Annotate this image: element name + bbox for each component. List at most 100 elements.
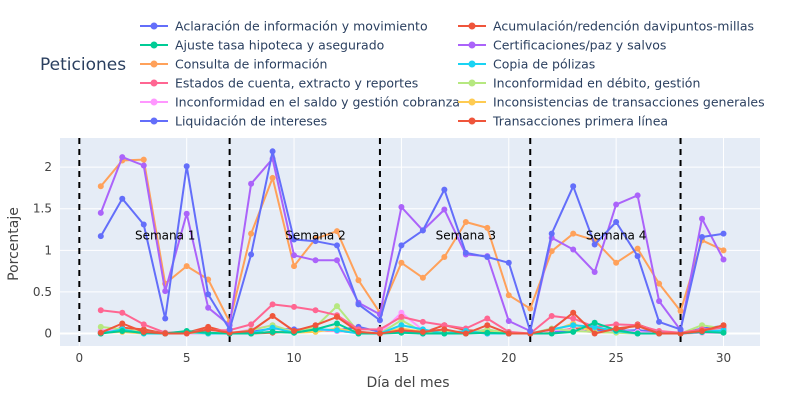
legend[interactable]: Aclaración de información y movimiento Ac…	[140, 19, 765, 129]
data-point	[269, 328, 276, 335]
data-point	[462, 219, 469, 226]
legend-swatch-marker	[468, 22, 476, 30]
legend-swatch-marker	[468, 41, 476, 49]
legend-swatch-marker	[468, 79, 476, 87]
data-point	[720, 247, 727, 254]
data-point	[333, 327, 340, 334]
data-point	[677, 308, 684, 315]
series-group	[97, 309, 727, 337]
legend-swatch-marker	[468, 117, 476, 125]
series-line	[99, 156, 725, 332]
y-tick-label: 1.5	[33, 202, 52, 216]
data-point	[699, 234, 706, 241]
x-tick-label: 15	[394, 351, 409, 365]
legend-item[interactable]: Transacciones primera línea	[458, 114, 668, 129]
data-point	[162, 288, 169, 295]
data-point	[248, 328, 255, 335]
legend-item[interactable]: Ajuste tasa hipoteca y asegurado	[140, 38, 384, 53]
data-point	[656, 330, 663, 337]
data-point	[548, 330, 555, 337]
data-point	[376, 326, 383, 333]
x-tick-label: 0	[76, 351, 84, 365]
legend-swatch-marker	[150, 79, 158, 87]
data-point	[570, 183, 577, 190]
data-point	[548, 248, 555, 255]
legend-label: Ajuste tasa hipoteca y asegurado	[175, 38, 384, 53]
chart-title: Peticiones	[40, 55, 126, 75]
data-point	[205, 291, 212, 298]
legend-label: Consulta de información	[175, 57, 327, 72]
x-tick-label: 20	[501, 351, 516, 365]
legend-item[interactable]: Aclaración de información y movimiento	[140, 19, 428, 34]
data-point	[398, 313, 405, 320]
data-point	[269, 148, 276, 155]
data-point	[570, 309, 577, 316]
data-point	[398, 327, 405, 334]
legend-item[interactable]: Certificaciones/paz y salvos	[458, 38, 666, 53]
data-point	[355, 328, 362, 335]
data-point	[570, 315, 577, 322]
data-point	[162, 330, 169, 337]
data-point	[119, 328, 126, 335]
x-tick-label: 5	[183, 351, 191, 365]
data-point	[699, 215, 706, 222]
data-point	[419, 274, 426, 281]
data-point	[441, 186, 448, 193]
data-point	[656, 298, 663, 305]
legend-label: Certificaciones/paz y salvos	[493, 38, 666, 53]
data-point	[634, 245, 641, 252]
data-point	[226, 326, 233, 333]
series-line	[100, 321, 724, 335]
data-point	[570, 246, 577, 253]
data-point	[613, 201, 620, 208]
data-point	[333, 320, 340, 327]
legend-item[interactable]: Estados de cuenta, extracto y reportes	[140, 76, 418, 91]
legend-item[interactable]: Inconformidad en el saldo y gestión cobr…	[140, 95, 460, 110]
data-point	[591, 319, 598, 326]
data-point	[591, 241, 598, 248]
data-point	[97, 209, 104, 216]
data-point	[312, 257, 319, 264]
data-point	[97, 307, 104, 314]
data-point	[613, 321, 620, 328]
legend-item[interactable]: Consulta de información	[140, 57, 327, 72]
data-point	[376, 330, 383, 337]
data-point	[441, 206, 448, 213]
data-point	[570, 322, 577, 329]
x-tick-label: 25	[608, 351, 623, 365]
legend-item[interactable]: Acumulación/redención davipuntos-millas	[458, 19, 754, 34]
x-axis-label: Día del mes	[366, 375, 449, 391]
data-point	[484, 322, 491, 329]
data-point	[119, 320, 126, 327]
data-point	[291, 303, 298, 310]
data-point	[248, 180, 255, 187]
data-point	[419, 227, 426, 234]
legend-item[interactable]: Inconsistencias de transacciones general…	[458, 95, 765, 110]
legend-swatch-marker	[468, 60, 476, 68]
y-tick-label: 0.5	[33, 285, 52, 299]
data-point	[269, 301, 276, 308]
data-point	[248, 251, 255, 258]
legend-swatch-marker	[150, 60, 158, 68]
data-point	[462, 249, 469, 256]
data-point	[699, 322, 706, 329]
data-point	[119, 154, 126, 161]
data-point	[613, 325, 620, 332]
legend-item[interactable]: Inconformidad en débito, gestión	[458, 76, 700, 91]
data-point	[140, 221, 147, 228]
data-point	[634, 253, 641, 260]
data-point	[505, 330, 512, 337]
legend-item[interactable]: Copia de pólizas	[458, 57, 595, 72]
week-annotation: Semana 2	[285, 228, 345, 242]
data-point	[333, 303, 340, 310]
legend-item[interactable]: Liquidación de intereses	[140, 114, 327, 129]
data-point	[699, 328, 706, 335]
legend-swatch-marker	[150, 22, 158, 30]
data-point	[527, 305, 534, 312]
data-point	[248, 230, 255, 237]
data-point	[505, 318, 512, 325]
axis-ticks: 0 5 10 15 20 25 30 0 0.5 1 1.5 2	[33, 160, 731, 365]
data-point	[484, 329, 491, 336]
week-divider-lines	[78, 138, 682, 346]
series-group	[97, 154, 727, 335]
